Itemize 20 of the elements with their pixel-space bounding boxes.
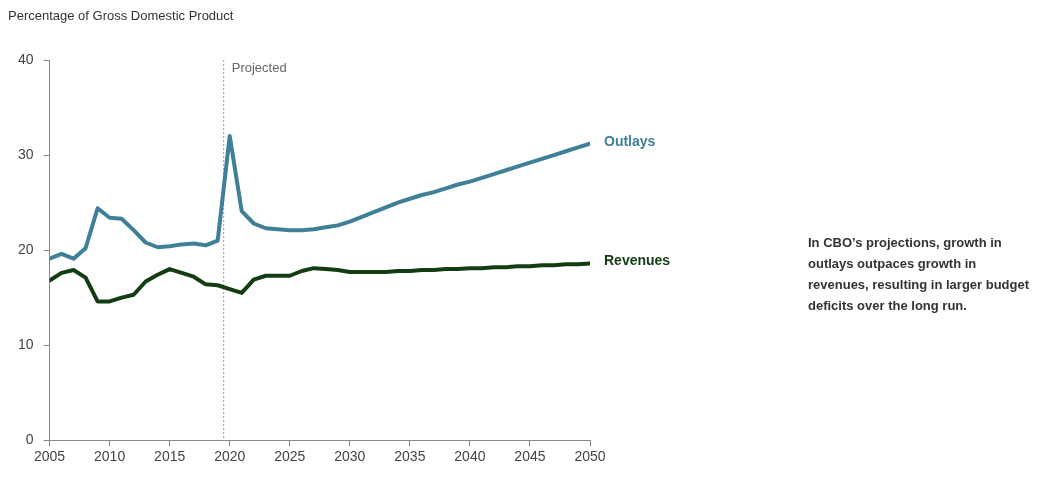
text: In CBO’s projections, growth in outlays outpaces growth in revenues, resulting in larger budget deficits over the long run. (808, 234, 1030, 315)
y-tick-label: 0 (25, 431, 34, 448)
x-tick-label: 2045 (514, 448, 546, 465)
series-label: Revenues (604, 252, 671, 269)
x-tick-label: 2015 (154, 448, 186, 465)
x-tick-label: 2050 (574, 448, 606, 465)
x-tick-label: 2010 (94, 448, 126, 465)
y-tick-label: 20 (17, 240, 34, 257)
y-tick-label: 40 (17, 50, 34, 67)
y-tick-label: 10 (17, 336, 34, 353)
x-tick-label: 2035 (394, 448, 426, 465)
x-tick-label: 2005 (33, 448, 66, 465)
y-axis-title: Percentage of Gross Domestic Product (8, 8, 234, 23)
x-tick-label: 2030 (334, 448, 366, 465)
y-tick-label: 30 (17, 145, 34, 162)
x-tick-label: 2040 (454, 448, 486, 465)
ref-line-label: Projected (231, 59, 287, 75)
x-tick-label: 2020 (214, 448, 246, 465)
x-tick-label: 2025 (274, 448, 306, 465)
series-label: Outlays (604, 132, 656, 149)
